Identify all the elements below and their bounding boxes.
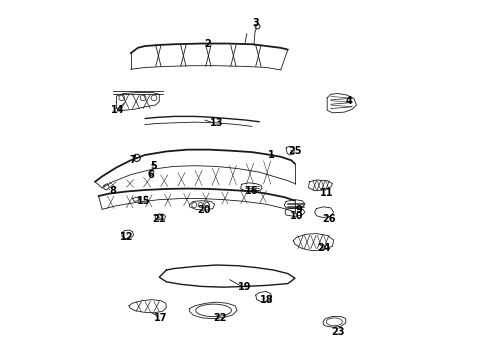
Text: 2: 2 bbox=[204, 39, 211, 49]
Text: 11: 11 bbox=[320, 188, 334, 198]
Text: 21: 21 bbox=[152, 214, 166, 224]
Text: 15: 15 bbox=[136, 197, 150, 206]
Text: 16: 16 bbox=[245, 186, 259, 196]
Text: 6: 6 bbox=[147, 170, 154, 180]
Text: 10: 10 bbox=[290, 211, 303, 221]
Text: 20: 20 bbox=[197, 205, 211, 215]
Text: 26: 26 bbox=[322, 214, 336, 224]
Text: 22: 22 bbox=[213, 312, 227, 323]
Text: 17: 17 bbox=[154, 312, 168, 323]
Text: 8: 8 bbox=[109, 186, 116, 196]
Text: 25: 25 bbox=[288, 147, 302, 157]
Text: 13: 13 bbox=[210, 118, 223, 128]
Text: 3: 3 bbox=[252, 18, 259, 28]
Text: 9: 9 bbox=[295, 205, 302, 215]
Text: 7: 7 bbox=[129, 156, 136, 165]
Text: 14: 14 bbox=[111, 105, 125, 115]
Text: 4: 4 bbox=[345, 96, 352, 107]
Text: 1: 1 bbox=[269, 150, 275, 160]
Text: 5: 5 bbox=[150, 161, 157, 171]
Text: 12: 12 bbox=[121, 232, 134, 242]
Text: 23: 23 bbox=[331, 327, 344, 337]
Text: 18: 18 bbox=[260, 295, 273, 305]
Text: 24: 24 bbox=[317, 243, 330, 253]
Text: 19: 19 bbox=[238, 282, 252, 292]
